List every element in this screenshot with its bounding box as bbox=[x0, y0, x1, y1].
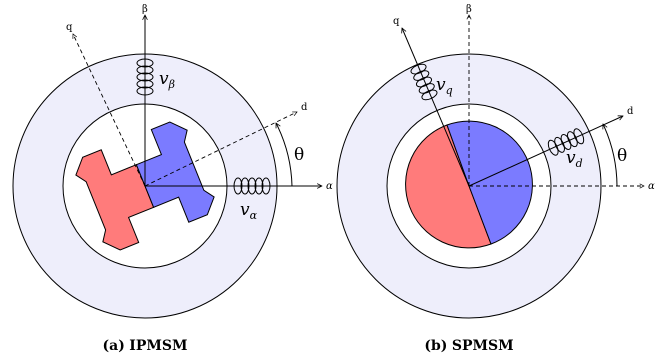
rotor-half-blue bbox=[446, 120, 533, 245]
beta-axis-label: β bbox=[466, 4, 472, 15]
panel-ipmsm: α β d q vβ vα bbox=[12, 4, 333, 354]
d-axis-label: d bbox=[627, 106, 634, 117]
v-d-label: vd bbox=[566, 148, 583, 170]
caption-spmsm: (b) SPMSM bbox=[424, 338, 513, 354]
beta-coil bbox=[136, 58, 154, 96]
caption-ipmsm: (a) IPMSM bbox=[103, 338, 188, 354]
d-coil bbox=[547, 128, 585, 156]
d-axis-label: d bbox=[301, 102, 308, 113]
alpha-axis-label: α bbox=[648, 181, 655, 192]
theta-label: θ bbox=[294, 145, 304, 165]
v-q-label: vq bbox=[436, 75, 453, 97]
rotor-half-red bbox=[405, 124, 492, 249]
theta-arc bbox=[603, 124, 618, 187]
alpha-coil bbox=[233, 177, 271, 195]
d-axis bbox=[144, 111, 297, 187]
v-alpha-label: vα bbox=[240, 200, 258, 222]
beta-axis-label: β bbox=[142, 4, 148, 15]
theta-arc bbox=[275, 123, 293, 187]
rotor-half-red bbox=[75, 149, 155, 251]
d-axis bbox=[468, 116, 623, 187]
v-beta-label: vβ bbox=[159, 69, 175, 91]
theta-label: θ bbox=[617, 146, 627, 166]
q-coil bbox=[410, 63, 438, 101]
interior-magnet-rotor bbox=[75, 121, 215, 251]
q-axis bbox=[402, 28, 470, 187]
q-axis-label: q bbox=[66, 22, 73, 33]
q-axis bbox=[73, 34, 146, 187]
q-axis-label: q bbox=[393, 16, 400, 27]
panel-spmsm: α β d q vq vd bbox=[336, 4, 655, 354]
alpha-axis-label: α bbox=[326, 181, 333, 192]
rotor-half-blue bbox=[135, 121, 215, 223]
